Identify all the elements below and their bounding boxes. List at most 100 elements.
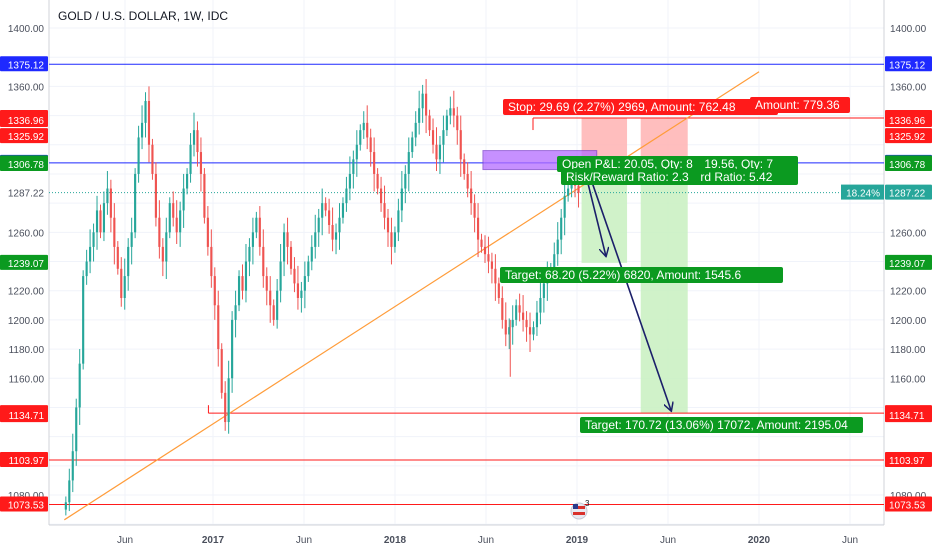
candlestick-series: [64, 79, 580, 516]
candle-body: [154, 173, 157, 218]
candle-body: [317, 217, 320, 233]
candle-body: [165, 232, 168, 262]
arrow-target-2[interactable]: [586, 169, 671, 411]
right-price-badge[interactable]: [885, 128, 932, 144]
left-price-badge[interactable]: [0, 56, 48, 72]
left-price-badge[interactable]: [0, 496, 48, 512]
left-tick-label: 1220.00: [8, 287, 45, 298]
trendline[interactable]: [64, 71, 760, 521]
left-price-badge[interactable]: [0, 128, 48, 144]
candle-body: [501, 297, 504, 320]
flag-canton-icon: [573, 504, 578, 509]
right-tick-label: 1180.00: [890, 345, 926, 356]
candle-body: [390, 232, 393, 247]
candle-body: [151, 144, 154, 174]
candle-body: [362, 122, 365, 131]
candle-body: [300, 290, 303, 298]
candle-body: [113, 217, 116, 247]
left-price-bg: [0, 184, 48, 200]
candle-body: [515, 305, 518, 320]
candle-body: [203, 173, 206, 218]
position-labels: Stop: 29.69 (2.27%) 2969, Amount: 762.48…: [500, 97, 863, 433]
right-price-badge[interactable]: [885, 156, 932, 172]
flag-stripe-icon: [573, 506, 585, 509]
open-pl-label-1: Open P&L: 20.05, Qty: 8: [562, 157, 693, 171]
target-label-1: Target: 68.20 (5.22%) 6820, Amount: 1545…: [505, 268, 741, 282]
candle-body: [386, 217, 390, 233]
event-flag[interactable]: 3: [570, 499, 590, 520]
candle-body: [449, 108, 452, 116]
left-price-badge[interactable]: [0, 254, 48, 270]
right-tick-label: 1200.00: [890, 316, 927, 327]
stop-label-bg: [503, 99, 778, 115]
candle-body: [404, 173, 407, 189]
target-label-2-bg: [580, 417, 863, 433]
right-price-label: 1073.53: [889, 500, 926, 511]
candle-body: [116, 246, 119, 269]
right-price-badge[interactable]: [885, 452, 932, 468]
candle-body: [355, 144, 358, 160]
time-tick-label: 2020: [748, 535, 771, 546]
candle-body: [182, 188, 185, 211]
left-price-label: 1073.53: [8, 500, 45, 511]
right-tick-label: 1400.00: [890, 24, 927, 35]
candle-body: [418, 108, 421, 123]
trendline-layer[interactable]: [64, 71, 760, 521]
right-price-label: 1336.96: [889, 116, 926, 127]
candle-body: [431, 130, 435, 145]
right-tick-label: 1220.00: [890, 287, 927, 298]
candle-body: [248, 246, 251, 262]
candle-body: [373, 152, 376, 174]
candle-body: [407, 152, 410, 174]
left-price-badge[interactable]: [0, 111, 48, 127]
candle-body: [393, 232, 396, 247]
left-price-label: 1336.96: [8, 116, 45, 127]
candle-body: [78, 363, 81, 408]
left-price-badge[interactable]: [0, 156, 48, 172]
rr-label-1-bg: [561, 169, 701, 185]
candle-body: [269, 290, 272, 306]
left-price-axis[interactable]: 1400.00 1360.00 1260.00 1220.00 1200.00 1180.…: [0, 24, 48, 512]
candle-body: [341, 203, 345, 218]
candle-body: [334, 232, 338, 240]
left-price-badge[interactable]: [0, 407, 48, 423]
candle-body: [563, 195, 566, 218]
candle-body: [560, 217, 563, 240]
candle-body: [130, 232, 133, 247]
left-price-label: 1239.07: [8, 259, 45, 270]
right-price-badge[interactable]: [885, 111, 932, 127]
time-tick-label: Jun: [478, 535, 494, 546]
time-axis[interactable]: Jun 2017 Jun 2018 Jun 2019 Jun 2020 Jun: [117, 535, 858, 546]
right-price-axis[interactable]: 1400.00 1360.00 1260.00 1220.00 1200.00 1180.…: [841, 24, 932, 512]
candle-body: [518, 305, 521, 313]
candle-body: [179, 210, 182, 233]
candle-body: [525, 319, 528, 328]
open-pl-label-2-bg: [680, 156, 798, 172]
open-pl-label-1-bg: [557, 156, 705, 172]
right-price-badge[interactable]: [885, 407, 932, 423]
candle-body: [144, 100, 147, 123]
time-tick-label: 2018: [384, 535, 407, 546]
left-price-badge[interactable]: [0, 452, 48, 468]
right-price-badge[interactable]: [885, 184, 932, 200]
right-price-badge[interactable]: [885, 56, 932, 72]
candle-body: [251, 232, 254, 247]
candle-body: [137, 137, 140, 174]
time-tick-label: Jun: [117, 535, 133, 546]
right-price-badge[interactable]: [885, 254, 932, 270]
candle-body: [535, 312, 539, 328]
time-tick-label: 2017: [202, 535, 225, 546]
candle-body: [244, 261, 248, 291]
candle-body: [109, 188, 112, 218]
candle-body: [234, 305, 237, 320]
candle-body: [376, 173, 379, 189]
right-price-badge[interactable]: [885, 496, 932, 512]
candle-body: [314, 232, 317, 247]
candle-body: [352, 159, 355, 174]
horizontal-levels[interactable]: [49, 63, 884, 505]
candle-body: [456, 115, 459, 131]
candle-body: [279, 261, 282, 291]
target-label-2: Target: 170.72 (13.06%) 17072, Amount: 2…: [585, 418, 848, 432]
